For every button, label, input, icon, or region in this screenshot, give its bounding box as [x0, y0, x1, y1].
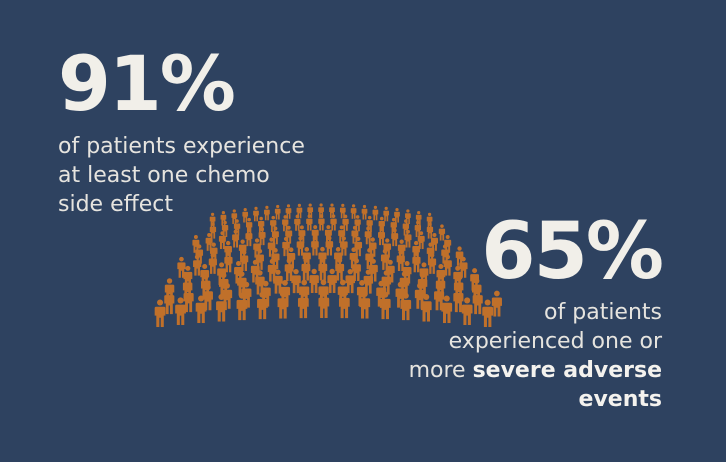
- stat-65-block: 65% of patients experienced one or more …: [342, 207, 664, 414]
- person-icon: [175, 297, 186, 325]
- stat-right-line-4: events: [342, 385, 662, 414]
- person-icon: [271, 226, 279, 245]
- stat-right-line-3: more severe adverse: [342, 356, 662, 385]
- stat-right-line-2: experienced one or: [448, 329, 662, 354]
- stat-value-91: 91%: [58, 39, 236, 128]
- person-icon: [154, 299, 166, 328]
- person-icon: [324, 225, 332, 243]
- person-icon: [311, 225, 319, 243]
- stat-description-left: of patients experience at least one chem…: [58, 132, 338, 219]
- stat-description-right: of patients experienced one or more seve…: [342, 298, 662, 414]
- person-icon: [309, 268, 319, 294]
- stat-right-line-3-bold: severe adverse: [472, 358, 662, 383]
- stat-91-block: 91% of patients experience at least one …: [58, 42, 358, 219]
- stat-left-line-3: side effect: [58, 192, 174, 217]
- stat-value-65: 65%: [481, 207, 664, 297]
- stat-right-line-3-plain: more: [408, 358, 473, 383]
- person-icon: [327, 268, 337, 294]
- stat-right-line-1: of patients: [544, 300, 662, 325]
- stat-left-line-1: of patients experience: [58, 134, 305, 159]
- stat-right-line-4-bold: events: [578, 387, 662, 412]
- stat-left-line-2: at least one chemo: [58, 163, 270, 188]
